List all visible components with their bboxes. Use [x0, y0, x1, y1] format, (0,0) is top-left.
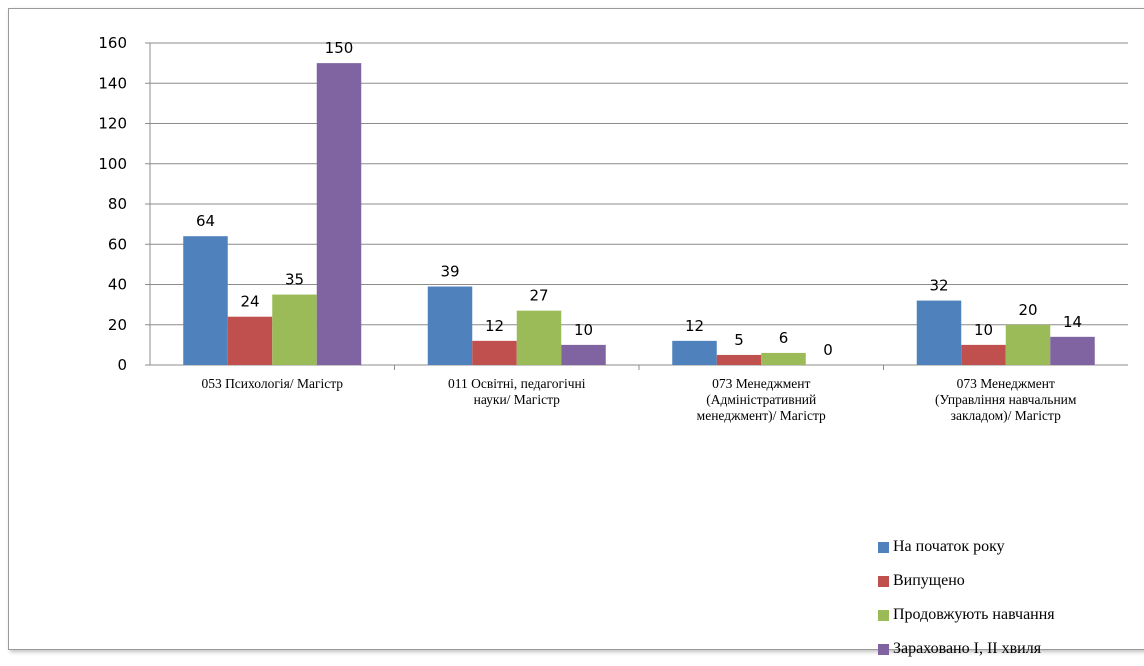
legend-item: Продовжують навчання	[878, 598, 1055, 632]
data-label: 35	[285, 271, 304, 289]
bar	[427, 286, 473, 365]
bar	[961, 344, 1006, 365]
data-label: 32	[929, 277, 948, 295]
data-label: 27	[529, 287, 548, 305]
data-label: 20	[1018, 301, 1037, 319]
data-label: 150	[325, 39, 354, 57]
legend-item: Випущено	[878, 564, 1055, 598]
bar	[1005, 324, 1051, 365]
legend-swatch	[878, 541, 889, 553]
y-tick-label: 80	[108, 195, 127, 213]
data-label: 10	[574, 321, 593, 339]
legend-swatch	[878, 609, 889, 621]
legend: На початок року Випущено Продовжують нав…	[878, 530, 1055, 666]
legend-swatch	[878, 643, 889, 655]
bar	[183, 236, 228, 365]
legend-label: Випущено	[893, 572, 965, 589]
legend-label: На початок року	[893, 538, 1005, 555]
legend-swatch	[878, 575, 889, 587]
bar	[1050, 336, 1095, 365]
category-label: 073 Менеджмент	[712, 376, 810, 391]
category-label: (Управління навчальним	[935, 392, 1077, 407]
data-label: 39	[440, 263, 459, 281]
bar	[472, 340, 517, 365]
bar	[761, 352, 806, 365]
category-label: 011 Освітні, педагогічні	[448, 376, 586, 391]
category-label: менеджмент)/ Магістр	[697, 408, 826, 423]
y-tick-label: 160	[98, 34, 127, 52]
category-label: науки/ Магістр	[474, 392, 561, 407]
bar	[316, 63, 362, 365]
y-tick-label: 120	[98, 115, 127, 133]
y-tick-label: 0	[117, 356, 127, 374]
category-label: 053 Психологія/ Магістр	[201, 376, 343, 391]
data-label: 24	[240, 293, 259, 311]
legend-item: Зараховано І, ІІ хвиля	[878, 632, 1055, 666]
data-label: 10	[974, 321, 993, 339]
y-tick-label: 60	[108, 235, 127, 253]
data-label: 12	[485, 317, 504, 335]
bar	[272, 294, 317, 365]
data-label: 64	[196, 212, 215, 230]
bar	[561, 344, 606, 365]
category-label: 073 Менеджмент	[957, 376, 1055, 391]
data-label: 5	[734, 331, 744, 349]
bar	[227, 316, 273, 365]
data-label: 14	[1063, 313, 1082, 331]
bar	[672, 340, 717, 365]
category-label: закладом)/ Магістр	[951, 408, 1061, 423]
y-tick-label: 140	[98, 74, 127, 92]
y-tick-label: 20	[108, 316, 127, 334]
y-tick-label: 40	[108, 276, 127, 294]
data-label: 6	[779, 329, 789, 347]
bar	[916, 300, 962, 365]
data-label: 0	[823, 341, 833, 359]
y-tick-label: 100	[98, 155, 127, 173]
bar	[716, 354, 762, 365]
bar	[516, 310, 562, 365]
category-label: (Адміністративний	[706, 392, 816, 407]
legend-item: На початок року	[878, 530, 1055, 564]
data-label: 12	[685, 317, 704, 335]
legend-label: Продовжують навчання	[893, 606, 1055, 623]
